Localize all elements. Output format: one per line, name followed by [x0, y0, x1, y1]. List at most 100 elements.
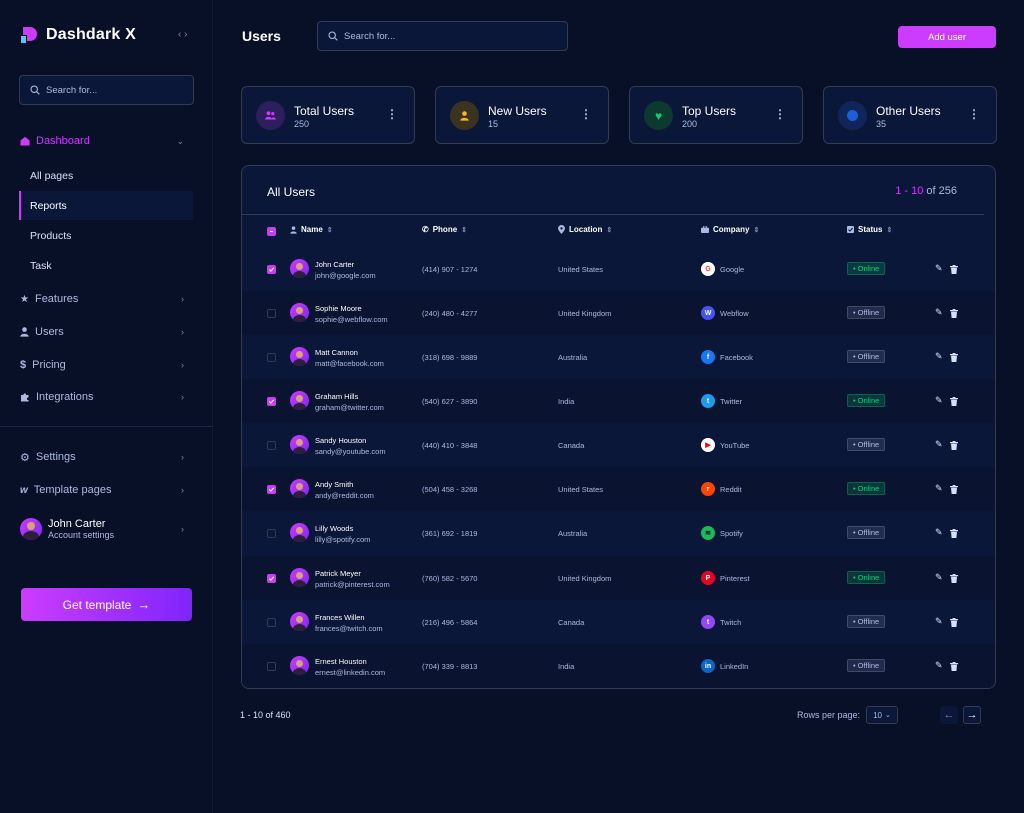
user-icon: [20, 327, 29, 337]
chevron-right-icon: ›: [181, 452, 184, 462]
table-row[interactable]: Frances Willen frances@twitch.com (216) 49…: [242, 600, 995, 644]
dashdark-logo-icon: [21, 27, 37, 43]
more-options-icon[interactable]: ⋮: [968, 107, 980, 121]
sidebar-item-settings[interactable]: ⚙ Settings ›: [20, 447, 190, 467]
column-label: Phone: [432, 225, 458, 234]
edit-icon[interactable]: ✎: [935, 263, 943, 273]
sidebar-subitem-products[interactable]: Products: [30, 229, 72, 242]
row-checkbox[interactable]: [267, 441, 276, 450]
row-checkbox[interactable]: [267, 529, 276, 538]
edit-icon[interactable]: ✎: [935, 439, 943, 449]
table-row[interactable]: Sandy Houston sandy@youtube.com (440) 410 …: [242, 423, 995, 467]
chevron-right-icon: ›: [181, 524, 184, 534]
edit-icon[interactable]: ✎: [935, 351, 943, 361]
user-company: Spotify: [720, 529, 743, 538]
sidebar-item-users[interactable]: Users ›: [20, 322, 190, 342]
youtube-icon: ▶: [701, 438, 715, 452]
column-header-status[interactable]: Status ⇕: [847, 225, 892, 234]
sidebar-item-pricing[interactable]: $ Pricing ›: [20, 355, 190, 375]
sidebar-item-integrations[interactable]: Integrations ›: [20, 387, 190, 407]
user-icon: [450, 101, 479, 130]
home-icon: [20, 136, 30, 146]
more-options-icon[interactable]: ⋮: [774, 107, 786, 121]
user-location: United Kingdom: [558, 309, 612, 318]
trash-icon[interactable]: [950, 618, 958, 627]
trash-icon[interactable]: [950, 441, 958, 450]
profile-subtitle: Account settings: [48, 530, 115, 540]
trash-icon[interactable]: [950, 574, 958, 583]
trash-icon[interactable]: [950, 485, 958, 494]
trash-icon[interactable]: [950, 265, 958, 274]
row-checkbox[interactable]: [267, 662, 276, 671]
webflow-icon: w: [20, 484, 28, 496]
edit-icon[interactable]: ✎: [935, 660, 943, 670]
sort-icon[interactable]: ⇕: [606, 226, 613, 234]
edit-icon[interactable]: ✎: [935, 483, 943, 493]
get-template-button[interactable]: Get template →: [21, 588, 192, 621]
edit-icon[interactable]: ✎: [935, 395, 943, 405]
sidebar-item-dashboard[interactable]: Dashboard ⌄: [20, 131, 190, 151]
row-checkbox[interactable]: [267, 265, 276, 274]
status-badge: • Online: [847, 571, 886, 584]
table-row[interactable]: Lilly Woods lilly@spotify.com (361) 692 - …: [242, 511, 995, 555]
user-email: ernest@linkedin.com: [315, 668, 386, 677]
previous-page-button[interactable]: ←: [940, 706, 958, 724]
more-options-icon[interactable]: ⋮: [386, 107, 398, 121]
edit-icon[interactable]: ✎: [935, 616, 943, 626]
brand[interactable]: Dashdark X: [20, 26, 136, 44]
trash-icon[interactable]: [950, 353, 958, 362]
brand-name: Dashdark X: [46, 26, 137, 43]
star-icon: ★: [20, 293, 29, 305]
trash-icon[interactable]: [950, 309, 958, 318]
sort-icon[interactable]: ⇕: [326, 226, 333, 234]
rows-per-page-select[interactable]: 10 ⌄: [866, 706, 898, 724]
sidebar-search-input[interactable]: Search for...: [19, 75, 194, 105]
sidebar-subitem-all-pages[interactable]: All pages: [30, 169, 74, 182]
trash-icon[interactable]: [950, 529, 958, 538]
trash-icon[interactable]: [950, 397, 958, 406]
collapse-sidebar-icon[interactable]: ‹ ›: [178, 29, 188, 40]
row-checkbox[interactable]: [267, 353, 276, 362]
stat-card-other-users: Other Users 35 ⋮: [823, 86, 997, 144]
status-badge: • Online: [847, 394, 886, 407]
edit-icon[interactable]: ✎: [935, 307, 943, 317]
search-input[interactable]: Search for...: [317, 21, 568, 51]
row-checkbox[interactable]: [267, 574, 276, 583]
next-page-button[interactable]: →: [963, 706, 981, 724]
table-row[interactable]: Graham Hills graham@twitter.com (540) 627 …: [242, 379, 995, 423]
add-user-button[interactable]: Add user: [898, 26, 996, 48]
trash-icon[interactable]: [950, 662, 958, 671]
sort-icon[interactable]: ⇕: [753, 226, 760, 234]
row-checkbox[interactable]: [267, 485, 276, 494]
column-header-company[interactable]: Company ⇕: [701, 225, 759, 234]
table-row[interactable]: Sophie Moore sophie@webflow.com (240) 480 …: [242, 291, 995, 335]
column-header-phone[interactable]: ✆ Phone ⇕: [422, 225, 467, 234]
user-phone: (318) 698 - 9889: [422, 353, 478, 362]
sidebar-item-features[interactable]: ★ Features ›: [20, 289, 190, 309]
sidebar-subitem-task[interactable]: Task: [30, 259, 52, 272]
select-all-checkbox[interactable]: [267, 227, 276, 236]
gear-icon: ⚙: [20, 451, 30, 464]
sort-icon[interactable]: ⇕: [461, 226, 468, 234]
sort-icon[interactable]: ⇕: [886, 226, 893, 234]
row-checkbox[interactable]: [267, 309, 276, 318]
table-row[interactable]: Matt Cannon matt@facebook.com (318) 698 - …: [242, 335, 995, 379]
edit-icon[interactable]: ✎: [935, 572, 943, 582]
column-header-name[interactable]: Name ⇕: [290, 225, 333, 234]
row-checkbox[interactable]: [267, 397, 276, 406]
table-row[interactable]: Patrick Meyer patrick@pinterest.com (760) …: [242, 556, 995, 600]
row-checkbox[interactable]: [267, 618, 276, 627]
table-row[interactable]: Ernest Houston ernest@linkedin.com (704) 3…: [242, 644, 995, 688]
column-header-location[interactable]: Location ⇕: [558, 225, 612, 234]
edit-icon[interactable]: ✎: [935, 527, 943, 537]
sidebar-subitem-reports[interactable]: Reports: [19, 191, 193, 220]
sidebar-item-label: Settings: [35, 451, 76, 463]
user-company: LinkedIn: [720, 662, 749, 671]
table-row[interactable]: John Carter john@google.com (414) 907 - 12…: [242, 247, 995, 291]
more-options-icon[interactable]: ⋮: [580, 107, 592, 121]
account-profile[interactable]: John Carter Account settings ›: [20, 518, 192, 540]
linkedin-icon: in: [701, 659, 715, 673]
sidebar-item-template-pages[interactable]: w Template pages ›: [20, 480, 190, 500]
google-icon: G: [701, 262, 715, 276]
table-row[interactable]: Andy Smith andy@reddit.com (504) 458 - 326…: [242, 467, 995, 511]
